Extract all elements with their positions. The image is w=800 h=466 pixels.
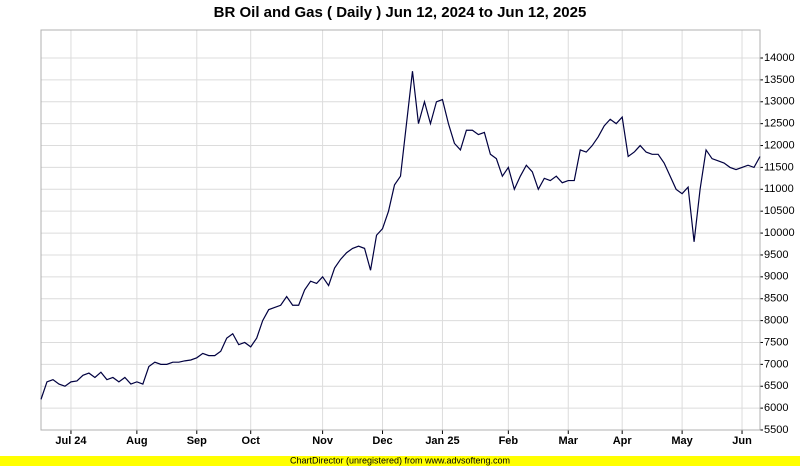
y-tick-label: 14000 <box>764 52 795 64</box>
y-tick-label: 13000 <box>764 96 795 108</box>
x-tick-label: Sep <box>187 435 207 447</box>
x-tick-label: Nov <box>312 435 334 447</box>
x-tick-label: Jul 24 <box>55 435 87 447</box>
x-tick-label: Apr <box>613 435 633 447</box>
y-tick-label: 11500 <box>764 161 794 173</box>
plot-area <box>40 29 761 431</box>
y-tick-label: 10000 <box>764 227 795 239</box>
y-tick-label: 5500 <box>764 424 788 436</box>
x-tick-label: Dec <box>372 435 392 447</box>
y-tick-label: 12000 <box>764 139 795 151</box>
y-tick-label: 8500 <box>764 293 788 305</box>
x-tick-label: Mar <box>558 435 578 447</box>
x-tick-label: Feb <box>499 435 519 447</box>
x-tick-label: Aug <box>126 435 147 447</box>
chart-title: BR Oil and Gas ( Daily ) Jun 12, 2024 to… <box>214 4 587 21</box>
y-tick-label: 12500 <box>764 118 795 130</box>
y-tick-label: 7500 <box>764 336 788 348</box>
x-tick-label: Jan 25 <box>425 435 459 447</box>
y-tick-label: 13500 <box>764 74 795 86</box>
y-tick-label: 6000 <box>764 402 788 414</box>
y-tick-label: 11000 <box>764 183 794 195</box>
footer-bar <box>0 456 800 466</box>
y-tick-label: 7000 <box>764 358 788 370</box>
y-tick-label: 9000 <box>764 271 788 283</box>
y-tick-label: 6500 <box>764 380 788 392</box>
y-tick-label: 8000 <box>764 314 788 326</box>
x-tick-label: Oct <box>242 435 261 447</box>
plot-border <box>40 29 761 431</box>
y-tick-label: 9500 <box>764 249 788 261</box>
price-line <box>40 71 761 400</box>
x-tick-label: Jun <box>732 435 752 447</box>
y-tick-label: 10500 <box>764 205 795 217</box>
footer: ChartDirector (unregistered) from www.ad… <box>290 455 510 465</box>
x-tick-label: May <box>671 435 693 447</box>
